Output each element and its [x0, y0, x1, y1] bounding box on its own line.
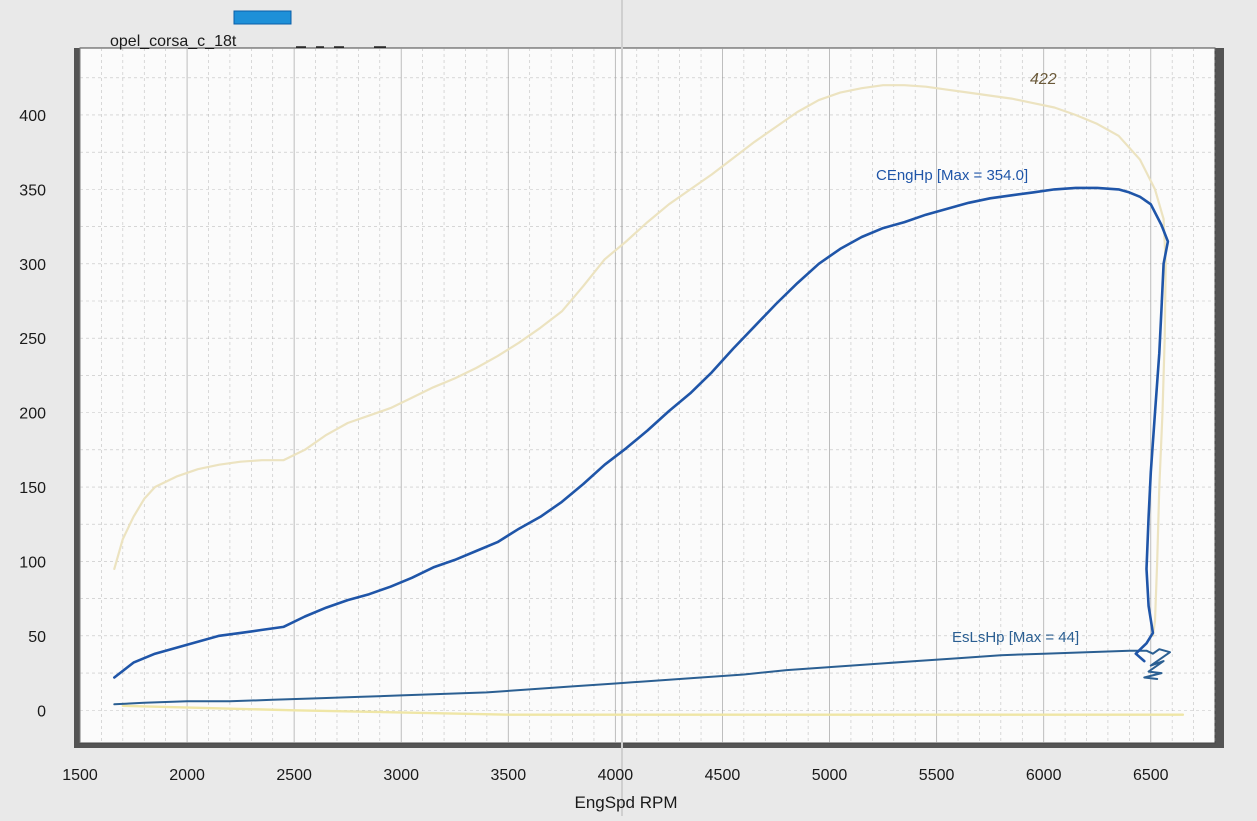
x-tick-label: 2500: [276, 767, 312, 784]
x-tick-label: 4500: [705, 767, 741, 784]
y-tick-label: 150: [19, 480, 46, 497]
y-tick-label: 300: [19, 257, 46, 274]
x-tick-label: 1500: [62, 767, 98, 784]
x-tick-label: 5000: [812, 767, 848, 784]
series-layer: [113, 84, 1185, 716]
x-tick-label: 3000: [383, 767, 419, 784]
series-line-eslshp: [113, 648, 1171, 706]
legend-label: opel_corsa_c_18t: [110, 33, 237, 50]
series-line-baseline: [121, 704, 1185, 716]
x-tick-label: 5500: [919, 767, 955, 784]
legend-swatch: [233, 10, 292, 25]
handwritten-note: 422: [1030, 71, 1057, 88]
y-tick-label: 100: [19, 554, 46, 571]
series-label-eslshp: EsLsHp [Max = 44]: [952, 629, 1079, 646]
series-label-cenghp: CEngHp [Max = 354.0]: [876, 167, 1028, 184]
x-axis-label: EngSpd RPM: [575, 793, 678, 812]
x-tick-label: 4000: [598, 767, 634, 784]
y-tick-label: 400: [19, 108, 46, 125]
y-tick-label: 350: [19, 182, 46, 199]
x-tick-label: 2000: [169, 767, 205, 784]
plot-area: [79, 47, 1216, 744]
series-line-torque: [113, 84, 1167, 637]
series-line-cenghp: [113, 186, 1170, 679]
grid: [79, 48, 1216, 743]
x-tick-label: 3500: [491, 767, 527, 784]
y-tick-label: 50: [28, 629, 46, 646]
y-tick-label: 200: [19, 406, 46, 423]
x-tick-label: 6500: [1133, 767, 1169, 784]
tick-labels: 1500 2000 2500 3000 3500 4000 4500 5000 5500 6000…: [19, 108, 1168, 784]
y-tick-label: 0: [37, 703, 46, 720]
x-tick-label: 6000: [1026, 767, 1062, 784]
y-tick-label: 250: [19, 331, 46, 348]
